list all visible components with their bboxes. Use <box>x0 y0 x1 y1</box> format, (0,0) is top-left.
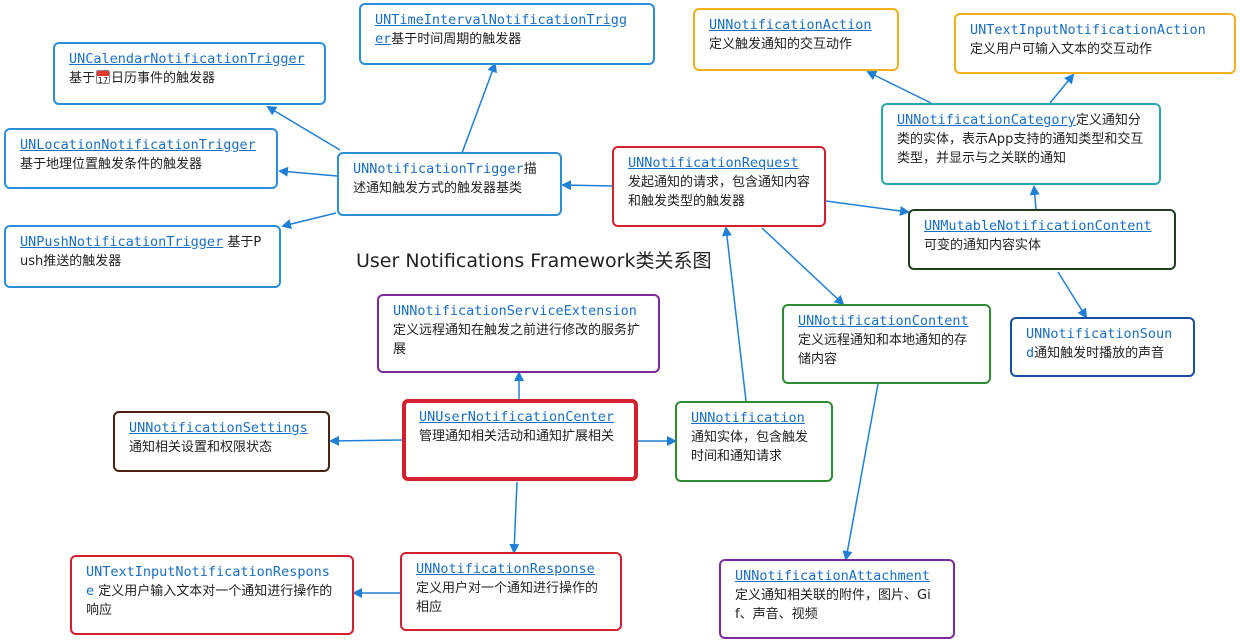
node-response[interactable]: UNNotificationResponse 定义用户对一个通知进行操作的相应 <box>400 552 622 631</box>
node-trigger-name[interactable]: UNNotificationTrigger <box>353 161 524 177</box>
node-push-trigger[interactable]: UNPushNotificationTrigger 基于Push推送的触发器 <box>4 225 281 288</box>
node-push-trigger-name[interactable]: UNPushNotificationTrigger <box>20 234 224 250</box>
node-content-desc: 定义远程通知和本地通知的存储内容 <box>798 333 968 367</box>
arrow-mutable-content-to-category <box>1029 185 1040 210</box>
node-location-trigger-name[interactable]: UNLocationNotificationTrigger <box>20 137 256 153</box>
node-sound-name-cont[interactable]: d <box>1026 345 1035 361</box>
node-center[interactable]: UNUserNotificationCenter 管理通知相关活动和通知扩展相关 <box>402 399 638 481</box>
node-sound-desc: 通知触发时播放的声音 <box>1034 346 1165 361</box>
node-calendar-trigger[interactable]: UNCalendarNotificationTrigger 基于 17 日历事件的触… <box>53 42 326 105</box>
node-notification[interactable]: UNNotification 通知实体，包含触发时间和通知请求 <box>675 401 833 482</box>
diagram-title: User Notifications Framework类关系图 <box>356 250 712 272</box>
node-settings-desc: 通知相关设置和权限状态 <box>129 440 273 455</box>
node-time-interval-trigger-name-cont[interactable]: er <box>375 31 392 47</box>
node-time-interval-trigger[interactable]: UNTimeIntervalNotificationTrigg er基于时间周期… <box>359 3 655 65</box>
node-attachment-name[interactable]: UNNotificationAttachment <box>735 568 931 584</box>
node-calendar-trigger-name[interactable]: UNCalendarNotificationTrigger <box>69 51 305 67</box>
arrow-content-to-attachment <box>842 383 879 561</box>
node-category-name[interactable]: UNNotificationCategory <box>897 112 1076 128</box>
arrow-trigger-to-time-interval <box>461 62 497 154</box>
node-action[interactable]: UNNotificationAction 定义触发通知的交互动作 <box>693 8 899 71</box>
arrow-trigger-to-calendar <box>266 105 341 151</box>
node-category[interactable]: UNNotificationCategory定义通知分类的实体，表示App支持的… <box>881 103 1161 185</box>
arrow-center-to-settings <box>329 435 403 446</box>
arrow-center-to-response <box>509 481 520 554</box>
node-response-name[interactable]: UNNotificationResponse <box>416 561 595 577</box>
arrow-request-to-mutable-content <box>825 200 910 216</box>
node-time-interval-trigger-name[interactable]: UNTimeIntervalNotificationTrigg <box>375 12 627 28</box>
node-time-interval-trigger-desc: 基于时间周期的触发器 <box>391 32 522 47</box>
node-text-input-response[interactable]: UNTextInputNotificationRespons e 定义用户输入文… <box>70 555 354 635</box>
node-request[interactable]: UNNotificationRequest 发起通知的请求，包含通知内容和触发类… <box>612 146 826 227</box>
arrow-category-to-text-input-action <box>1049 73 1075 104</box>
node-location-trigger[interactable]: UNLocationNotificationTrigger 基于地理位置触发条件… <box>4 128 278 189</box>
node-text-input-response-desc: 定义用户输入文本对一个通知进行操作的响应 <box>86 584 333 618</box>
node-action-name[interactable]: UNNotificationAction <box>709 17 872 33</box>
node-mutable-content[interactable]: UNMutableNotificationContent 可变的通知内容实体 <box>908 209 1176 270</box>
node-request-name[interactable]: UNNotificationRequest <box>628 155 799 171</box>
arrow-mutable-content-to-sound <box>1057 271 1088 319</box>
node-location-trigger-desc: 基于地理位置触发条件的触发器 <box>20 157 203 172</box>
node-service-extension-name[interactable]: UNNotificationServiceExtension <box>393 303 637 319</box>
node-calendar-trigger-desc: 日历事件的触发器 <box>111 71 216 86</box>
node-trigger[interactable]: UNNotificationTrigger描述通知触发方式的触发器基类 <box>337 152 562 216</box>
node-trigger-desc: 描述通知触发方式的触发器基类 <box>353 162 537 196</box>
arrow-category-to-action <box>866 71 932 104</box>
node-mutable-content-desc: 可变的通知内容实体 <box>924 238 1042 253</box>
node-text-input-response-name-cont[interactable]: e <box>86 583 95 599</box>
node-text-input-action-desc: 定义用户可输入文本的交互动作 <box>970 42 1153 57</box>
node-response-desc: 定义用户对一个通知进行操作的相应 <box>416 581 599 615</box>
node-text-input-action[interactable]: UNTextInputNotificationAction 定义用户可输入文本的… <box>954 13 1236 74</box>
calendar-icon-date: 17 <box>97 76 109 84</box>
node-text-input-response-name[interactable]: UNTextInputNotificationRespons <box>86 564 330 580</box>
node-push-trigger-desc: 基于Push推送的触发器 <box>20 235 262 269</box>
node-center-name[interactable]: UNUserNotificationCenter <box>419 409 615 425</box>
node-request-desc: 发起通知的请求，包含通知内容和触发类型的触发器 <box>628 175 811 209</box>
arrow-request-to-trigger <box>561 180 613 191</box>
arrow-request-to-content <box>761 227 845 306</box>
node-category-desc: 定义通知分类的实体，表示App支持的通知类型和交互类型，并显示与之关联的通知 <box>897 113 1144 166</box>
node-service-extension-desc: 定义远程通知在触发之前进行修改的服务扩展 <box>393 323 641 357</box>
node-attachment[interactable]: UNNotificationAttachment 定义通知相关联的附件，图片、G… <box>719 559 955 639</box>
node-content-name[interactable]: UNNotificationContent <box>798 313 969 329</box>
node-settings-name[interactable]: UNNotificationSettings <box>129 420 308 436</box>
node-attachment-desc: 定义通知相关联的附件，图片、Gif、声音、视频 <box>735 588 931 622</box>
node-sound-name[interactable]: UNNotificationSoun <box>1026 326 1173 342</box>
calendar-icon: 17 <box>96 70 111 84</box>
node-service-extension[interactable]: UNNotificationServiceExtension 定义远程通知在触发… <box>377 294 660 373</box>
node-sound[interactable]: UNNotificationSoun d通知触发时播放的声音 <box>1010 317 1195 377</box>
node-center-desc: 管理通知相关活动和通知扩展相关 <box>419 429 615 444</box>
node-calendar-trigger-desc-prefix: 基于 <box>69 71 96 86</box>
node-content[interactable]: UNNotificationContent 定义远程通知和本地通知的存储内容 <box>782 304 991 384</box>
node-text-input-action-name[interactable]: UNTextInputNotificationAction <box>970 22 1206 38</box>
node-action-desc: 定义触发通知的交互动作 <box>709 37 853 52</box>
node-settings[interactable]: UNNotificationSettings 通知相关设置和权限状态 <box>113 411 330 472</box>
node-notification-name[interactable]: UNNotification <box>691 410 805 426</box>
arrow-trigger-to-location <box>278 166 338 177</box>
arrow-notification-to-request <box>721 226 747 402</box>
arrow-trigger-to-push <box>281 212 337 229</box>
node-notification-desc: 通知实体，包含触发时间和通知请求 <box>691 430 809 464</box>
node-mutable-content-name[interactable]: UNMutableNotificationContent <box>924 218 1152 234</box>
